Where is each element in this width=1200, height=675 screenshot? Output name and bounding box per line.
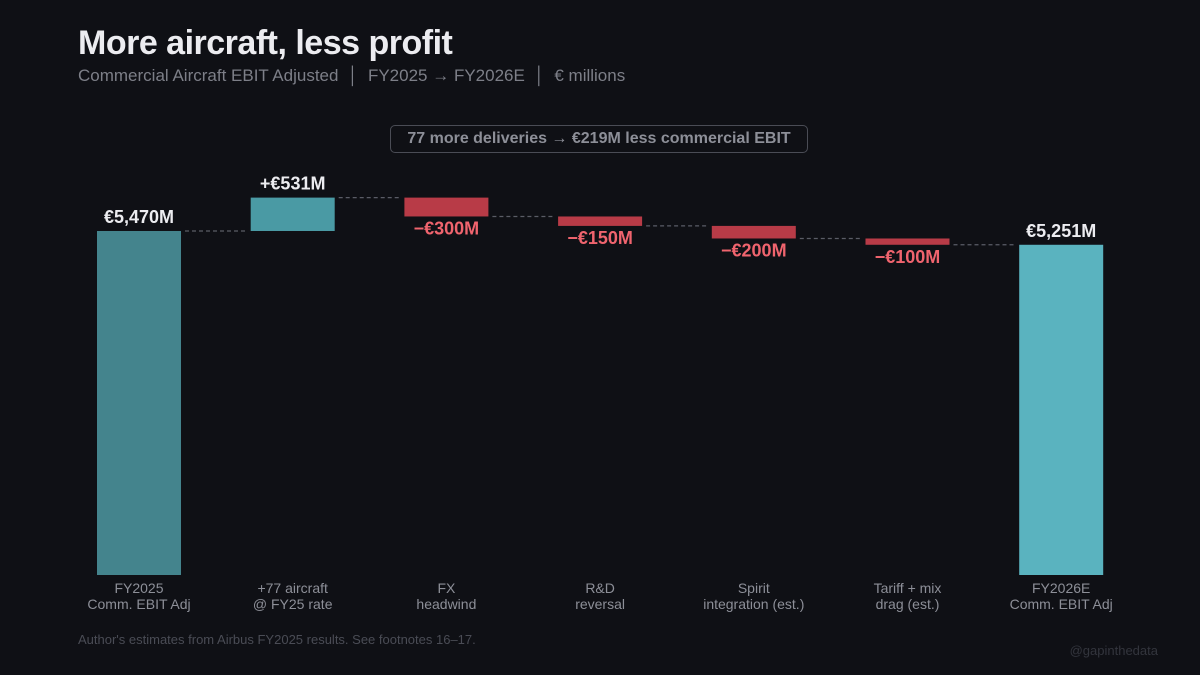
data-label: €5,251M	[1026, 221, 1096, 241]
annotation-box: 77 more deliveries → €219M less commerci…	[390, 125, 808, 153]
data-label: €5,470M	[104, 207, 174, 227]
bar-decrease	[711, 225, 796, 239]
bar-increase	[250, 197, 335, 231]
x-tick-label: R&D	[585, 580, 615, 596]
credit: @gapinthedata	[1069, 643, 1158, 658]
footer-note: Author's estimates from Airbus FY2025 re…	[78, 632, 476, 647]
data-label: −€300M	[414, 218, 480, 238]
x-tick-label: FY2026E	[1032, 580, 1090, 596]
bar-start	[97, 231, 181, 575]
data-label: +€531M	[260, 174, 326, 194]
x-tick-label: @ FY25 rate	[253, 596, 333, 612]
bar-end	[1019, 244, 1104, 575]
bar-decrease	[404, 197, 489, 217]
x-tick-label: FY2025	[114, 580, 163, 596]
x-tick-label: Comm. EBIT Adj	[87, 596, 190, 612]
data-label: −€100M	[875, 247, 941, 267]
x-tick-label: headwind	[416, 596, 476, 612]
bar-decrease	[558, 216, 643, 226]
x-tick-label: drag (est.)	[876, 596, 940, 612]
x-tick-label: Spirit	[738, 580, 770, 596]
x-tick-label: Comm. EBIT Adj	[1010, 596, 1113, 612]
x-tick-label: +77 aircraft	[257, 580, 328, 596]
x-tick-label: Tariff + mix	[874, 580, 942, 596]
bar-decrease	[865, 238, 950, 245]
x-tick-label: reversal	[575, 596, 625, 612]
chart-title: More aircraft, less profit	[78, 24, 453, 62]
x-tick-label: integration (est.)	[703, 596, 804, 612]
x-tick-label: FX	[437, 580, 456, 596]
data-label: −€150M	[567, 228, 633, 248]
chart-subtitle: Commercial Aircraft EBIT Adjusted │ FY20…	[78, 66, 626, 85]
data-label: −€200M	[721, 240, 787, 260]
